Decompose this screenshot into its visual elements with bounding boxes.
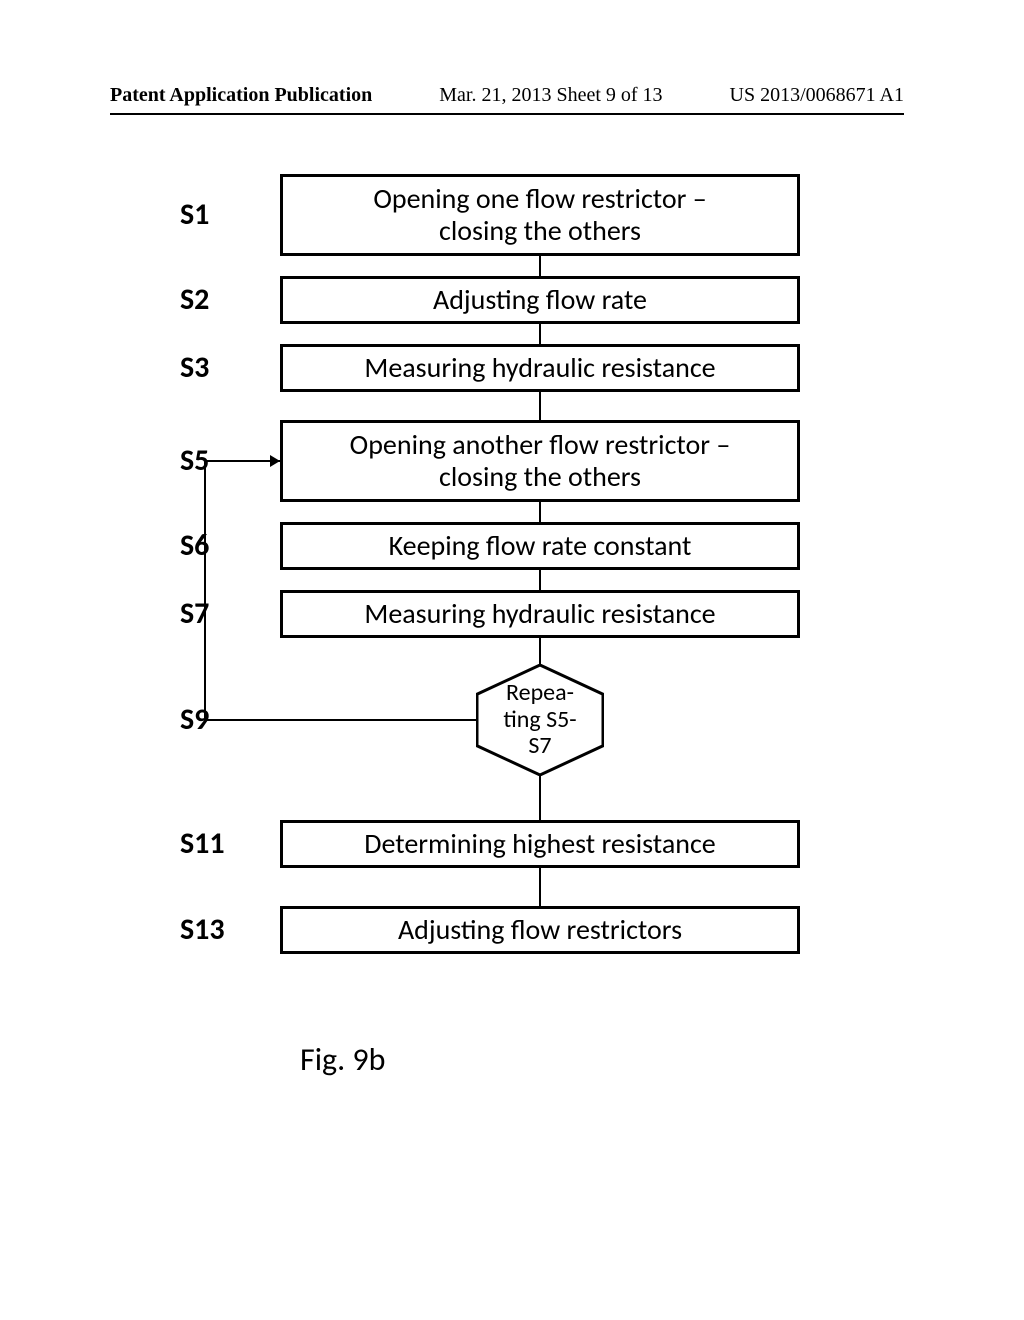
connector-line <box>539 502 541 522</box>
step-label-s11: S11 <box>180 825 225 862</box>
flow-step-s6: Keeping flow rate constant <box>280 522 800 570</box>
connector-line <box>539 570 541 590</box>
flow-decision-s9: Repea-ting S5-S7 <box>476 664 604 776</box>
step-label-s13: S13 <box>180 911 225 948</box>
flow-step-s11: Determining highest resistance <box>280 820 800 868</box>
figure-caption: Fig. 9b <box>300 1040 385 1079</box>
flow-step-s7: Measuring hydraulic resistance <box>280 590 800 638</box>
connector-line <box>205 460 280 462</box>
loop-arrowhead <box>270 455 280 467</box>
flow-step-s5: Opening another flow restrictor –closing… <box>280 420 800 502</box>
flow-step-s2: Adjusting flow rate <box>280 276 800 324</box>
connector-line <box>204 461 206 720</box>
flow-step-s13: Adjusting flow restrictors <box>280 906 800 954</box>
connector-line <box>539 256 541 276</box>
patent-page: Patent Application Publication Mar. 21, … <box>0 0 1024 1320</box>
connector-line <box>539 776 541 820</box>
flowchart-diagram: Opening one flow restrictor –closing the… <box>0 0 1024 1320</box>
decision-text: Repea-ting S5-S7 <box>476 664 604 776</box>
connector-line <box>539 868 541 906</box>
connector-line <box>539 638 541 664</box>
connector-line <box>539 324 541 344</box>
step-label-s2: S2 <box>180 281 209 318</box>
connector-line <box>205 719 476 721</box>
step-label-s3: S3 <box>180 349 209 386</box>
step-label-s1: S1 <box>180 196 209 233</box>
flow-step-s1: Opening one flow restrictor –closing the… <box>280 174 800 256</box>
flow-step-s3: Measuring hydraulic resistance <box>280 344 800 392</box>
connector-line <box>539 392 541 420</box>
